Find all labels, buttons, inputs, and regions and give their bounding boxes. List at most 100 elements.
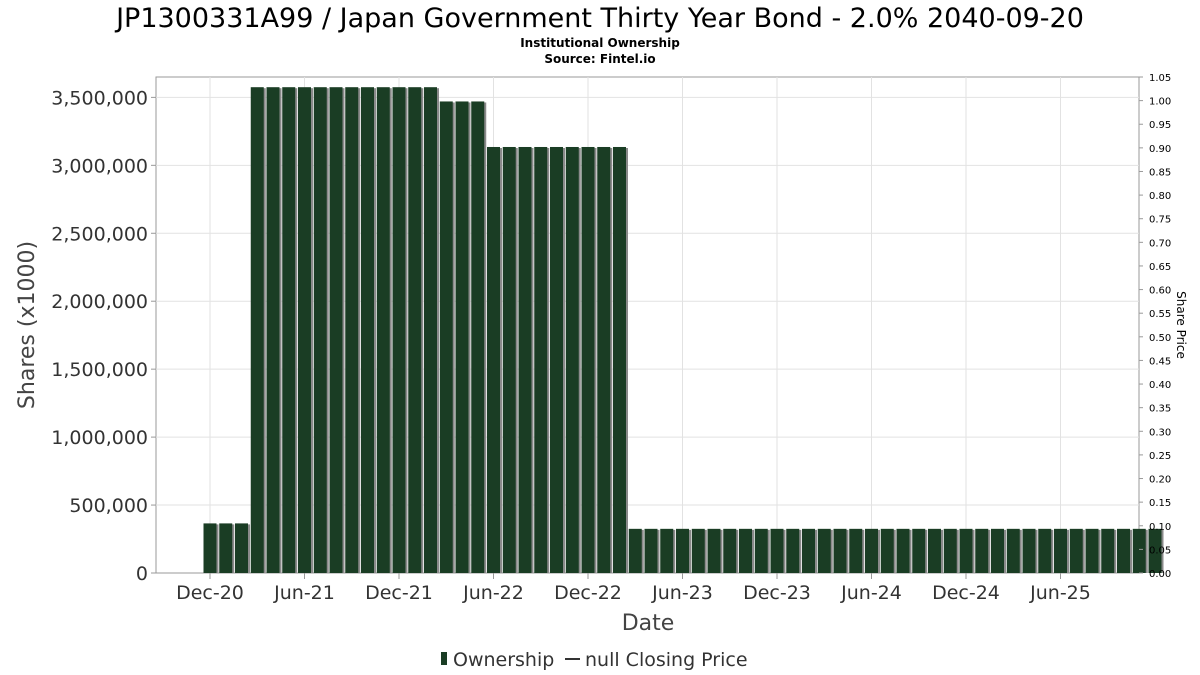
ownership-bar <box>928 528 941 573</box>
ownership-bar <box>817 528 831 573</box>
x-tick-label: Dec-22 <box>554 582 622 604</box>
ownership-bar <box>896 528 910 573</box>
x-tick-label: Jun-22 <box>462 582 524 604</box>
ownership-bar <box>392 87 406 574</box>
y-axis-ticks: 0 500,000 1,000,000 1,500,000 2,000,000 2,500… <box>51 87 156 585</box>
ownership-bar <box>802 528 815 573</box>
ownership-bar <box>739 528 752 573</box>
x-tick-label: Jun-21 <box>273 582 335 604</box>
y-tick-label: 2,000,000 <box>51 291 148 313</box>
y2-tick-label: 0.50 <box>1149 333 1171 344</box>
ownership-bar <box>723 528 737 573</box>
y2-tick-label: 0.15 <box>1149 498 1171 509</box>
ownership-bar <box>707 528 721 573</box>
y2-tick-label: 0.20 <box>1149 475 1171 486</box>
y-tick-label: 1,000,000 <box>51 427 148 449</box>
chart-subtitle-1: Institutional Ownership <box>520 36 680 50</box>
ownership-bar <box>219 523 233 573</box>
ownership-bar <box>1101 528 1115 573</box>
ownership-bar <box>660 528 674 573</box>
y2-tick-label: 0.65 <box>1149 262 1171 273</box>
ownership-bar <box>628 528 642 573</box>
legend: Ownership null Closing Price <box>441 649 748 671</box>
ownership-bar <box>534 146 548 573</box>
y2-tick-label: 0.80 <box>1149 191 1171 202</box>
ownership-bar <box>282 87 296 574</box>
y2-axis-ticks: 0.00 0.05 0.10 0.15 0.20 0.25 0.30 0.35 0.40 0.45… <box>1139 73 1171 580</box>
ownership-bar <box>235 523 248 573</box>
x-tick-label: Dec-21 <box>365 582 433 604</box>
ownership-bar <box>754 528 768 573</box>
ownership-bar <box>1006 528 1020 573</box>
ownership-bar <box>1069 528 1083 573</box>
ownership-bar <box>959 528 973 573</box>
ownership-bar <box>833 528 847 573</box>
x-tick-label: Dec-23 <box>743 582 811 604</box>
chart-title: JP1300331A99 / Japan Government Thirty Y… <box>114 3 1084 34</box>
x-tick-label: Dec-20 <box>176 582 244 604</box>
ownership-bar <box>298 87 311 574</box>
legend-ownership-label: Ownership <box>453 649 554 671</box>
ownership-bar <box>865 528 878 573</box>
ownership-bar <box>424 87 437 574</box>
y2-tick-label: 0.40 <box>1149 380 1171 391</box>
y2-tick-label: 0.45 <box>1149 356 1171 367</box>
y2-tick-label: 0.10 <box>1149 522 1171 533</box>
ownership-bar <box>912 528 926 573</box>
x-axis-label: Date <box>622 611 675 636</box>
y2-tick-label: 1.00 <box>1149 97 1171 108</box>
legend-ownership-swatch <box>441 652 447 665</box>
ownership-bar <box>613 146 626 573</box>
ownership-bar <box>1148 528 1162 573</box>
y-tick-label: 0 <box>136 563 148 585</box>
y2-tick-label: 0.25 <box>1149 451 1171 462</box>
y2-tick-label: 0.70 <box>1149 238 1171 249</box>
ownership-bar <box>565 146 579 573</box>
y2-tick-label: 0.55 <box>1149 309 1171 320</box>
x-tick-label: Dec-24 <box>932 582 1000 604</box>
y2-tick-label: 1.05 <box>1149 73 1171 84</box>
y2-tick-label: 0.30 <box>1149 427 1171 438</box>
ownership-bar <box>691 528 705 573</box>
ownership-bar <box>487 146 500 573</box>
ownership-bar <box>1117 528 1130 573</box>
ownership-bar <box>1085 528 1099 573</box>
ownership-bar <box>991 528 1004 573</box>
ownership-bar <box>455 101 469 574</box>
y-tick-label: 3,500,000 <box>51 87 148 109</box>
y2-tick-label: 0.85 <box>1149 167 1171 178</box>
legend-price-label: null Closing Price <box>585 649 748 671</box>
ownership-bar <box>880 528 894 573</box>
ownership-bar <box>408 87 422 574</box>
ownership-bar <box>1022 528 1036 573</box>
y-tick-label: 1,500,000 <box>51 359 148 381</box>
ownership-bar <box>550 146 563 573</box>
ownership-bar <box>329 87 343 574</box>
y2-tick-label: 0.35 <box>1149 404 1171 415</box>
ownership-bar <box>266 87 280 574</box>
x-tick-label: Jun-23 <box>651 582 713 604</box>
y-tick-label: 2,500,000 <box>51 223 148 245</box>
chart-subtitle-2: Source: Fintel.io <box>544 52 655 66</box>
y2-tick-label: 0.95 <box>1149 120 1171 131</box>
y-axis-label: Shares (x1000) <box>15 241 40 409</box>
ownership-bar <box>471 101 485 574</box>
ownership-bar <box>786 528 800 573</box>
x-tick-label: Jun-24 <box>840 582 902 604</box>
ownership-bar <box>502 146 516 573</box>
ownership-bar <box>518 146 532 573</box>
y2-tick-label: 0.90 <box>1149 144 1171 155</box>
ownership-bar <box>676 528 689 573</box>
ownership-bar <box>1038 528 1052 573</box>
ownership-bar <box>581 146 595 573</box>
ownership-bar <box>770 528 784 573</box>
y-tick-label: 3,000,000 <box>51 155 148 177</box>
ownership-bars <box>203 87 1164 574</box>
ownership-bar <box>361 87 374 574</box>
ownership-bar <box>597 146 611 573</box>
ownership-bar <box>313 87 327 574</box>
y2-axis-label: Share Price <box>1174 291 1188 359</box>
ownership-bar <box>644 528 658 573</box>
ownership-bar <box>345 87 359 574</box>
